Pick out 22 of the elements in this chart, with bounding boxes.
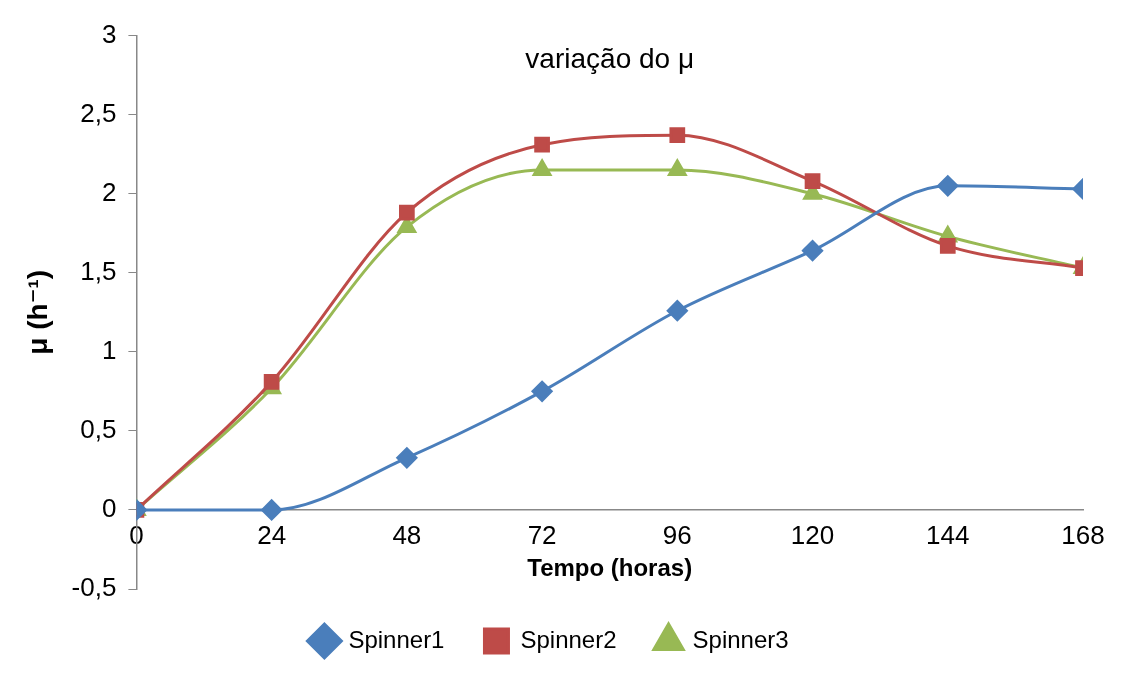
x-tick-label: 144 [926, 519, 970, 550]
legend-label: Spinner3 [692, 625, 789, 653]
y-tick-label: 0 [101, 493, 117, 524]
x-axis-title: Tempo (horas) [527, 554, 693, 582]
y-tick-label: -0,5 [71, 572, 117, 603]
x-tick-label: 0 [129, 519, 144, 550]
y-tick-label: 3 [101, 18, 117, 49]
legend-label: Spinner1 [348, 625, 445, 653]
x-tick-label: 168 [1061, 519, 1105, 550]
y-tick-label: 1,5 [80, 255, 117, 286]
x-tick-label: 120 [790, 519, 835, 550]
y-tick-label: 2,5 [80, 97, 117, 128]
y-tick-label: 0,5 [80, 414, 117, 445]
legend-label: Spinner2 [520, 625, 617, 653]
y-tick-label: 2 [101, 176, 117, 207]
x-tick-label: 72 [527, 519, 557, 550]
y-axis-title: μ (h⁻¹) [21, 269, 53, 355]
chart-title: variação do μ [525, 43, 695, 75]
x-tick-label: 24 [257, 519, 287, 550]
x-tick-label: 48 [392, 519, 422, 550]
x-tick-label: 96 [662, 519, 692, 550]
y-tick-label: 1 [101, 335, 117, 365]
